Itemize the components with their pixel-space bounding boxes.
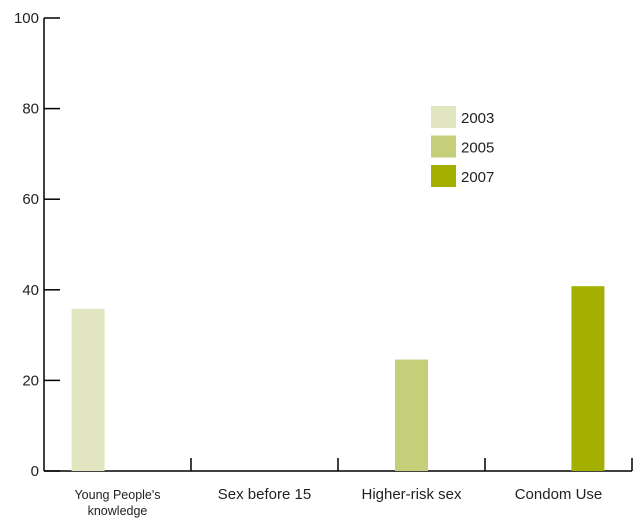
y-tick-label-60: 60 bbox=[22, 191, 39, 208]
y-tick-label-80: 80 bbox=[22, 101, 39, 118]
bar-2003-cat-0 bbox=[71, 308, 105, 471]
x-category-label: Higher-risk sex bbox=[361, 486, 462, 503]
x-category-label: knowledge bbox=[88, 504, 148, 518]
x-category-label: Sex before 15 bbox=[218, 486, 311, 503]
bar-2005-cat-2 bbox=[395, 359, 428, 471]
legend-label-2003: 2003 bbox=[461, 110, 494, 127]
x-category-label: Condom Use bbox=[515, 486, 603, 503]
y-tick-label-20: 20 bbox=[22, 372, 39, 389]
legend-label-2005: 2005 bbox=[461, 140, 494, 157]
legend-swatch-2007 bbox=[431, 165, 456, 187]
bar-2007-cat-3 bbox=[571, 286, 605, 471]
legend-swatch-2005 bbox=[431, 135, 456, 158]
y-tick-label-100: 100 bbox=[14, 10, 39, 27]
legend-swatch-2003 bbox=[431, 106, 456, 128]
y-tick-label-40: 40 bbox=[22, 282, 39, 299]
x-category-label: Young People's bbox=[74, 488, 160, 502]
y-tick-label-0: 0 bbox=[31, 463, 39, 480]
legend-label-2007: 2007 bbox=[461, 169, 494, 186]
